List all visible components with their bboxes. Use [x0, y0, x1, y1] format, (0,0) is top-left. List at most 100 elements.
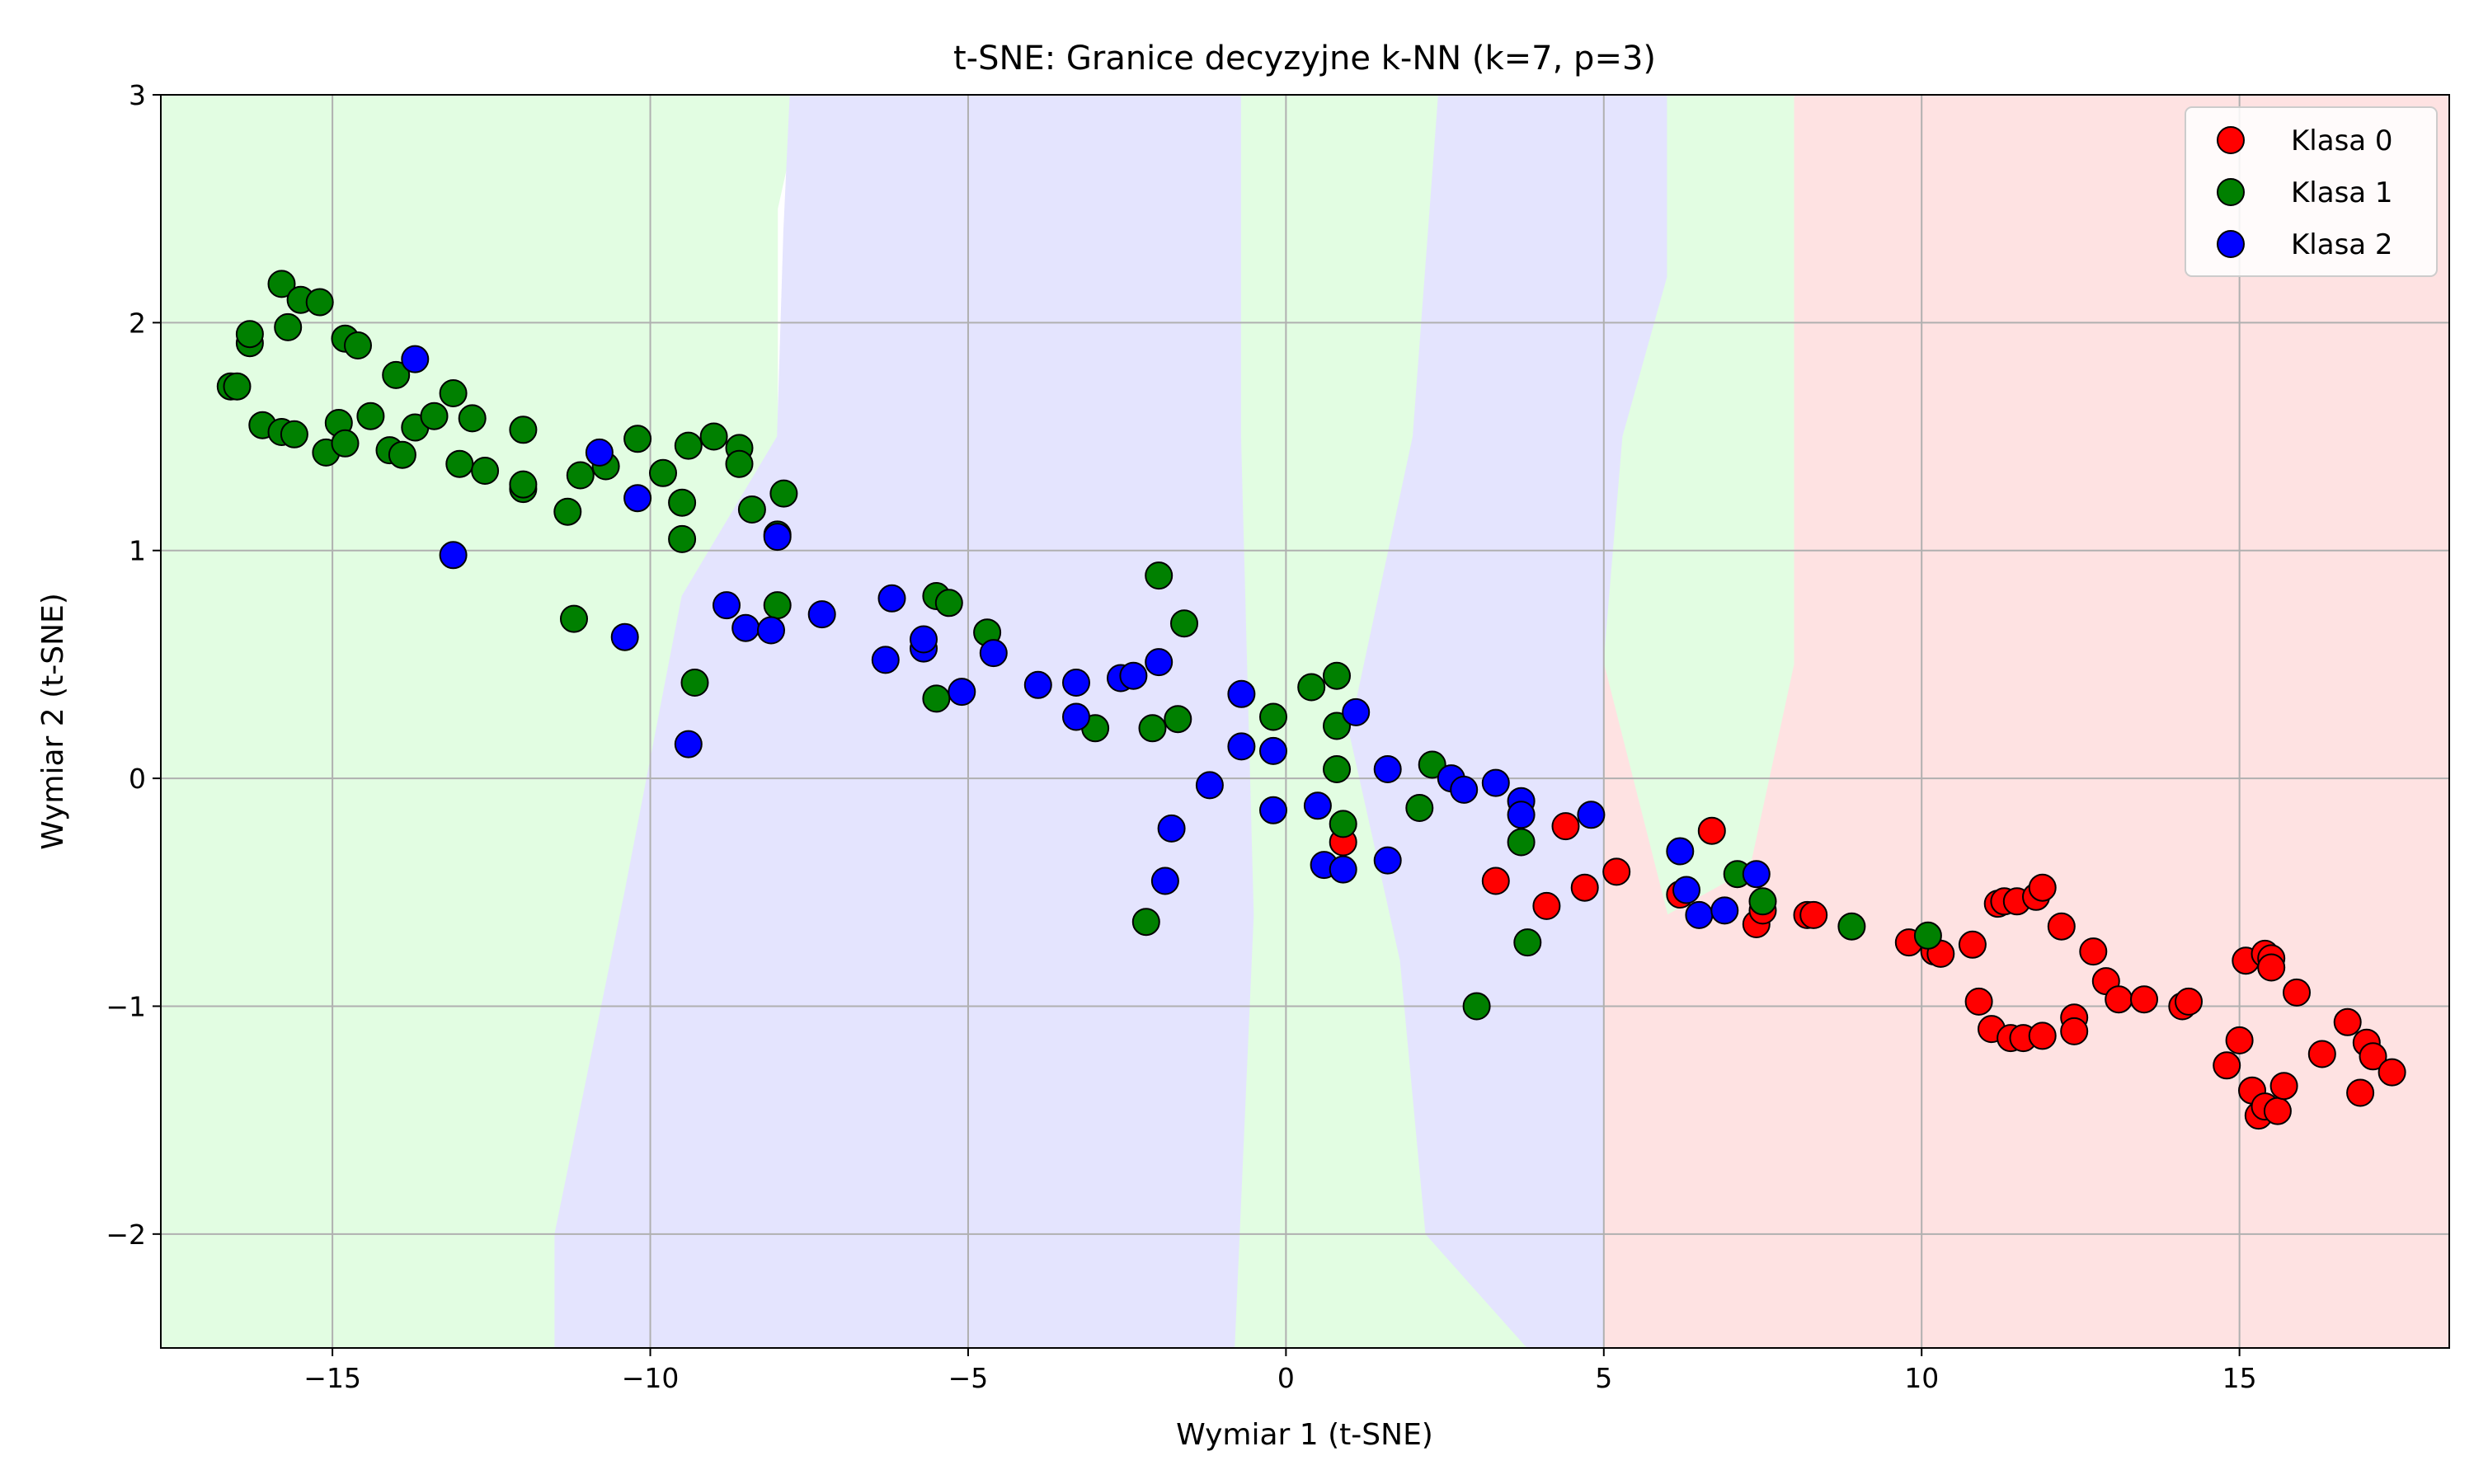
point-klasa-1: [1259, 702, 1287, 731]
point-klasa-0: [2213, 1051, 2241, 1080]
point-klasa-2: [1303, 791, 1332, 820]
point-klasa-1: [1418, 750, 1446, 779]
point-klasa-1: [344, 331, 372, 359]
point-klasa-1: [1329, 810, 1357, 838]
point-klasa-2: [731, 613, 760, 642]
point-klasa-1: [274, 312, 303, 341]
point-klasa-2: [1481, 768, 1510, 797]
point-klasa-2: [1195, 771, 1224, 800]
y-tick-label: −1: [106, 990, 146, 1022]
point-klasa-0: [1958, 930, 1987, 959]
y-tick-label: 1: [129, 535, 146, 567]
legend-marker-klasa-1: [2217, 178, 2245, 206]
point-klasa-2: [763, 523, 792, 552]
point-klasa-0: [1697, 816, 1726, 845]
point-klasa-0: [1570, 873, 1599, 902]
point-klasa-0: [2060, 1017, 2089, 1045]
point-klasa-0: [1964, 987, 1993, 1016]
point-klasa-0: [1532, 891, 1561, 920]
point-klasa-0: [1602, 857, 1631, 886]
legend: Klasa 0 Klasa 1 Klasa 2: [2185, 106, 2438, 277]
point-klasa-1: [1837, 912, 1866, 941]
point-klasa-1: [668, 488, 697, 517]
point-klasa-0: [2130, 985, 2158, 1014]
point-klasa-2: [623, 484, 652, 513]
y-tick-label: 0: [129, 763, 146, 795]
point-klasa-2: [1023, 670, 1052, 699]
point-klasa-1: [331, 429, 360, 458]
point-klasa-0: [2175, 987, 2203, 1016]
point-klasa-1: [668, 524, 697, 553]
point-klasa-2: [1259, 796, 1287, 824]
point-klasa-0: [2225, 1026, 2254, 1054]
point-klasa-0: [2105, 985, 2133, 1014]
point-klasa-2: [1666, 837, 1695, 866]
point-klasa-1: [267, 270, 296, 298]
point-klasa-2: [877, 584, 906, 613]
point-klasa-2: [439, 541, 468, 570]
point-klasa-2: [1577, 801, 1606, 829]
point-klasa-1: [1323, 711, 1351, 740]
point-klasa-1: [623, 425, 652, 453]
legend-label-klasa-2: Klasa 2: [2291, 228, 2393, 261]
point-klasa-1: [388, 440, 416, 469]
scatter-points: [216, 270, 2406, 1130]
y-axis-ticks: −2 −1 0 1 2 3: [106, 79, 161, 1251]
point-klasa-1: [280, 420, 308, 448]
point-klasa-2: [1373, 846, 1402, 875]
point-klasa-2: [585, 438, 614, 467]
point-klasa-1: [1913, 921, 1942, 950]
point-klasa-1: [1297, 673, 1326, 702]
point-klasa-0: [2257, 953, 2286, 982]
point-klasa-1: [737, 495, 766, 524]
point-klasa-2: [674, 730, 703, 758]
point-klasa-2: [1710, 896, 1739, 925]
x-tick-label: 5: [1595, 1362, 1612, 1394]
point-klasa-0: [1481, 866, 1510, 895]
point-klasa-0: [1799, 900, 1828, 929]
point-klasa-1: [223, 372, 252, 401]
series-klasa-2: [401, 345, 1771, 929]
point-klasa-1: [458, 404, 487, 433]
point-klasa-2: [1062, 702, 1090, 731]
point-klasa-0: [2359, 1042, 2387, 1071]
point-klasa-2: [948, 678, 976, 707]
decision-regions: [161, 95, 2449, 1348]
x-tick-label: 0: [1277, 1362, 1295, 1394]
point-klasa-1: [509, 416, 538, 444]
point-klasa-1: [356, 402, 385, 430]
point-klasa-1: [235, 320, 264, 349]
point-klasa-1: [1323, 755, 1351, 783]
point-klasa-2: [1672, 876, 1700, 904]
point-klasa-2: [979, 639, 1008, 668]
point-klasa-0: [2378, 1058, 2406, 1087]
point-klasa-0: [2028, 873, 2057, 902]
point-klasa-2: [401, 345, 430, 373]
point-klasa-1: [509, 470, 538, 499]
point-klasa-1: [445, 449, 474, 478]
legend-label-klasa-1: Klasa 1: [2291, 176, 2393, 209]
series-klasa-0: [1329, 812, 2406, 1130]
point-klasa-2: [610, 622, 639, 651]
point-klasa-1: [1131, 908, 1160, 937]
point-klasa-1: [763, 591, 792, 620]
point-klasa-2: [871, 646, 900, 674]
point-klasa-1: [1145, 561, 1174, 590]
point-klasa-1: [1164, 705, 1192, 734]
point-klasa-1: [439, 379, 468, 407]
point-klasa-1: [1170, 609, 1198, 638]
point-klasa-2: [1685, 900, 1714, 929]
point-klasa-0: [2283, 978, 2311, 1007]
y-tick-label: 2: [129, 307, 146, 339]
point-klasa-1: [1462, 992, 1491, 1021]
x-axis-ticks: −15 −10 −5 0 5 10 15: [303, 1348, 2257, 1394]
point-klasa-1: [1748, 887, 1777, 916]
legend-label-klasa-0: Klasa 0: [2291, 124, 2393, 157]
point-klasa-0: [2346, 1078, 2375, 1107]
chart-title: t-SNE: Granice decyzyjne k-NN (k=7, p=3): [953, 40, 1656, 77]
point-klasa-1: [566, 461, 595, 490]
point-klasa-0: [2079, 937, 2108, 966]
point-klasa-2: [1450, 775, 1479, 804]
point-klasa-1: [1323, 661, 1351, 690]
